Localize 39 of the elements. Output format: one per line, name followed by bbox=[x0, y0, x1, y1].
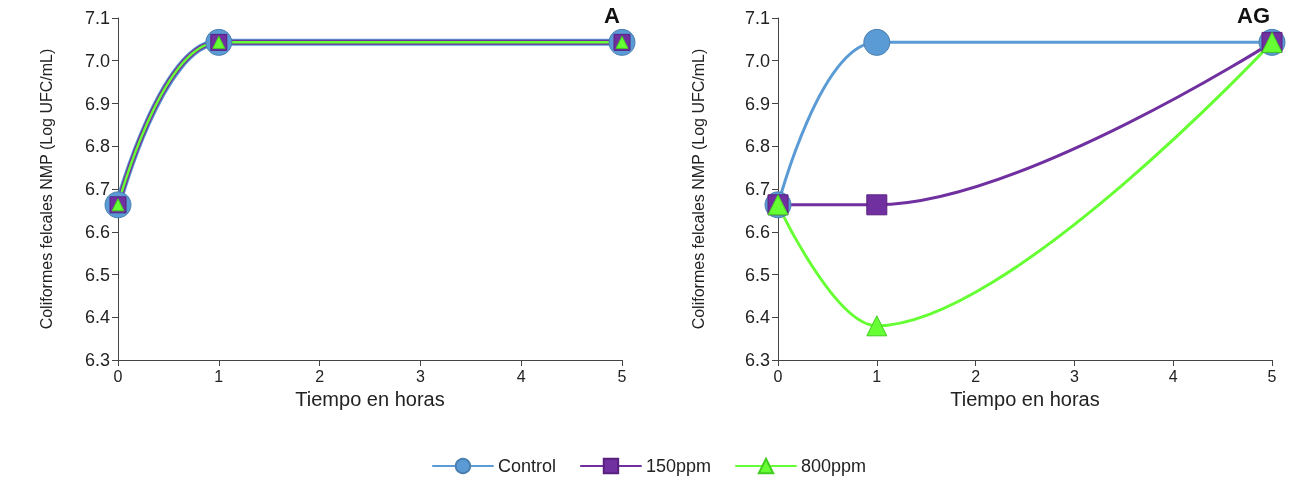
y-tick-label: 6.7 bbox=[84, 179, 110, 199]
y-tick-label: 7.0 bbox=[84, 50, 110, 71]
y-tick-label: 6.9 bbox=[84, 93, 110, 114]
y-tick-label: 6.9 bbox=[744, 93, 770, 114]
x-tick-label: 0 bbox=[113, 367, 123, 385]
y-tick-label: 6.6 bbox=[744, 221, 770, 242]
y-tick-label: 6.6 bbox=[84, 221, 110, 242]
y-tick-label: 7.1 bbox=[84, 8, 110, 28]
x-tick-label: 5 bbox=[1267, 367, 1277, 385]
y-tick-label: 6.8 bbox=[744, 136, 770, 157]
y-axis-title: Coliformes felcales NMP (Log UFC/mL) bbox=[689, 48, 707, 330]
x-axis-title: Tiempo en horas bbox=[950, 387, 1100, 410]
annotation: A bbox=[604, 2, 621, 28]
x-tick-label: 1 bbox=[872, 367, 882, 385]
annotation: AG bbox=[1237, 2, 1270, 28]
y-axis-title: Coliformes felcales NMP (Log UFC/mL) bbox=[37, 48, 55, 330]
y-tick-label: 6.8 bbox=[84, 136, 110, 157]
y-tick-label: 6.3 bbox=[744, 350, 770, 370]
x-tick-label: 2 bbox=[315, 367, 325, 385]
x-tick-label: 1 bbox=[214, 367, 224, 385]
x-tick-label: 3 bbox=[1069, 367, 1079, 385]
y-tick-label: 6.5 bbox=[744, 264, 770, 285]
x-tick-label: 4 bbox=[516, 367, 526, 385]
legend-label: 800ppm bbox=[801, 456, 867, 476]
y-tick-label: 7.1 bbox=[744, 8, 770, 28]
y-tick-label: 7.0 bbox=[744, 50, 770, 71]
legend-label: Control bbox=[497, 456, 556, 476]
y-tick-label: 6.4 bbox=[84, 307, 110, 328]
x-tick-label: 4 bbox=[1168, 367, 1178, 385]
y-tick-label: 6.4 bbox=[744, 307, 770, 328]
legend-label: 150ppm bbox=[645, 456, 712, 476]
x-axis-title: Tiempo en horas bbox=[295, 387, 445, 410]
x-tick-label: 2 bbox=[971, 367, 981, 385]
x-tick-label: 5 bbox=[617, 367, 627, 385]
y-tick-label: 6.3 bbox=[84, 350, 110, 370]
y-tick-label: 6.5 bbox=[84, 264, 110, 285]
y-tick-label: 6.7 bbox=[744, 179, 770, 199]
x-tick-label: 3 bbox=[415, 367, 425, 385]
x-tick-label: 0 bbox=[773, 367, 783, 385]
